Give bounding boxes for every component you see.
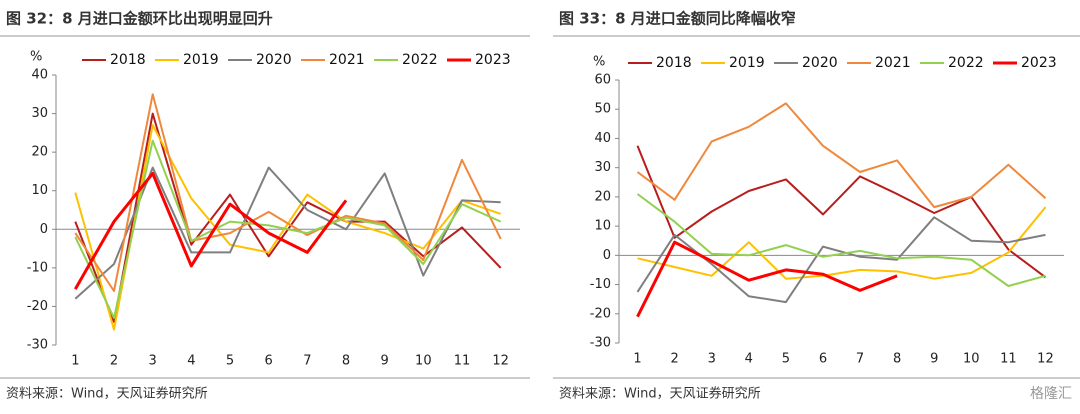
legend-label: 2019 [183, 52, 219, 68]
source: 资料来源：Wind，天风证券研究所 [559, 386, 761, 402]
y-tick-label: 0 [603, 248, 611, 263]
x-tick-label: 12 [492, 354, 509, 369]
x-tick-label: 11 [454, 354, 471, 369]
series-line [636, 216, 1046, 304]
series-line [74, 93, 502, 292]
x-tick-label: 9 [930, 352, 938, 367]
series-line [74, 139, 502, 319]
y-tick-label: 10 [594, 219, 611, 234]
y-tick-label: -10 [590, 277, 611, 292]
y-tick-label: -20 [590, 306, 611, 321]
legend-label: 2022 [948, 55, 984, 71]
x-tick-label: 7 [303, 354, 311, 369]
legend-label: 2019 [729, 55, 765, 71]
y-tick-label: 60 [594, 73, 611, 88]
legend-label: 2021 [875, 55, 911, 71]
x-tick-label: 11 [1000, 352, 1017, 367]
chart-title: 图 32：8 月进口金额环比出现明显回升 [6, 10, 273, 28]
y-tick-label: 30 [31, 106, 48, 121]
y-tick-label: 50 [594, 102, 611, 117]
y-tick-label: 30 [594, 160, 611, 175]
source: 资料来源：Wind，天风证券研究所 [6, 386, 208, 402]
x-tick-label: 8 [342, 354, 350, 369]
legend-label: 2023 [475, 52, 511, 68]
x-tick-label: 10 [963, 352, 980, 367]
y-unit: % [593, 55, 605, 70]
legend-label: 2020 [256, 52, 292, 68]
legend-label: 2021 [329, 52, 365, 68]
y-tick-label: -30 [27, 338, 48, 353]
x-tick-label: 3 [149, 354, 157, 369]
y-tick-label: 10 [31, 183, 48, 198]
series-line [74, 112, 502, 323]
x-tick-label: 8 [893, 352, 901, 367]
y-unit: % [30, 50, 42, 65]
y-tick-label: 0 [40, 222, 48, 237]
series-line [636, 102, 1047, 209]
x-tick-label: 3 [708, 352, 716, 367]
x-tick-label: 5 [226, 354, 234, 369]
series-line [637, 206, 1047, 280]
x-tick-label: 5 [782, 352, 790, 367]
y-tick-label: -20 [27, 299, 48, 314]
legend-label: 2022 [402, 52, 438, 68]
x-tick-label: 1 [633, 352, 641, 367]
series-line [73, 171, 348, 290]
x-tick-label: 6 [819, 352, 827, 367]
x-tick-label: 1 [71, 354, 79, 369]
y-tick-label: 40 [594, 131, 611, 146]
legend-label: 2020 [802, 55, 838, 71]
x-tick-label: 2 [110, 354, 118, 369]
series-line [636, 145, 1047, 279]
y-tick-label: -10 [27, 260, 48, 275]
y-tick-label: 20 [31, 145, 48, 160]
chart-title: 图 33：8 月进口金额同比降幅收窄 [559, 10, 796, 28]
series-line [636, 240, 898, 318]
legend-label: 2018 [656, 55, 692, 71]
y-tick-label: 20 [594, 189, 611, 204]
x-tick-label: 6 [265, 354, 273, 369]
x-tick-label: 2 [670, 352, 678, 367]
legend-label: 2023 [1021, 55, 1057, 71]
x-tick-label: 4 [745, 352, 753, 367]
x-tick-label: 9 [381, 354, 389, 369]
series-line [636, 193, 1046, 287]
y-tick-label: 40 [31, 68, 48, 83]
x-tick-label: 7 [856, 352, 864, 367]
legend-label: 2018 [110, 52, 146, 68]
x-tick-label: 12 [1037, 352, 1054, 367]
x-tick-label: 4 [187, 354, 195, 369]
y-tick-label: -30 [590, 336, 611, 351]
x-tick-label: 10 [415, 354, 432, 369]
watermark: 格隆汇 [1030, 386, 1072, 402]
